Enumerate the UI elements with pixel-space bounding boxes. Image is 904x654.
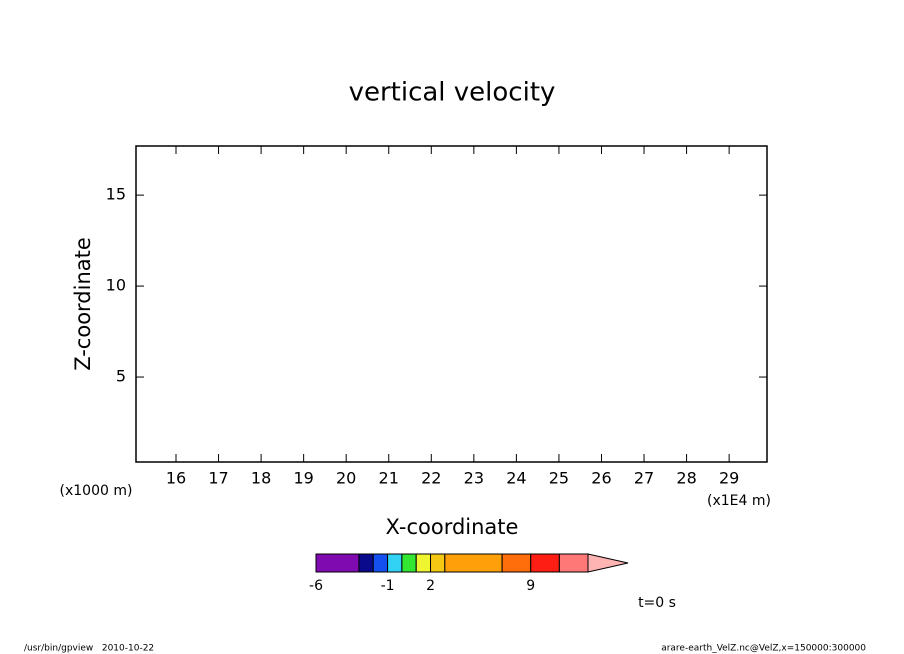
colorbar-tick-label: 2 <box>426 578 435 594</box>
colorbar-segment <box>430 553 446 573</box>
x-tick-label: 22 <box>421 469 441 488</box>
colorbar-tick-label: 9 <box>526 578 535 594</box>
colorbar-segment <box>401 553 417 573</box>
footer-left: /usr/bin/gpview 2010-10-22 <box>24 644 154 654</box>
plot-frame <box>135 145 768 463</box>
colorbar-extend <box>587 553 629 573</box>
x-tick-label: 23 <box>464 469 484 488</box>
y-axis-label: Z-coordinate <box>71 237 95 371</box>
x-tick-label: 26 <box>591 469 611 488</box>
time-label: t=0 s <box>638 595 676 611</box>
x-tick-label: 28 <box>676 469 696 488</box>
x-tick-label: 16 <box>166 469 186 488</box>
x-tick-label: 21 <box>379 469 399 488</box>
y-tick-label: 5 <box>116 367 126 386</box>
x-tick-label: 18 <box>251 469 271 488</box>
colorbar-segment <box>558 553 589 573</box>
x-tick-label: 20 <box>336 469 356 488</box>
x-tick-label: 27 <box>634 469 654 488</box>
x-tick-label: 17 <box>208 469 228 488</box>
colorbar-tick-label: -1 <box>381 578 395 594</box>
x-tick-label: 24 <box>506 469 526 488</box>
x-tick-label: 29 <box>719 469 739 488</box>
x-unit: (x1E4 m) <box>707 493 771 509</box>
y-tick-label: 15 <box>106 185 126 204</box>
footer-right: arare-earth_VelZ.nc@VelZ,x=150000:300000 <box>661 644 866 654</box>
colorbar-segment <box>501 553 532 573</box>
y-tick-label: 10 <box>106 276 126 295</box>
colorbar-segment <box>372 553 389 573</box>
colorbar-segment <box>444 553 503 573</box>
colorbar-segment <box>387 553 403 573</box>
chart-title: vertical velocity <box>349 78 556 108</box>
colorbar-segment <box>315 553 360 573</box>
colorbar-segment <box>530 553 560 573</box>
colorbar-tick-label: -6 <box>309 578 323 594</box>
x-tick-label: 19 <box>293 469 313 488</box>
x-axis-label: X-coordinate <box>386 515 519 539</box>
colorbar-segment <box>415 553 432 573</box>
y-unit: (x1000 m) <box>60 483 133 499</box>
x-tick-label: 25 <box>549 469 569 488</box>
colorbar-segment <box>358 553 374 573</box>
